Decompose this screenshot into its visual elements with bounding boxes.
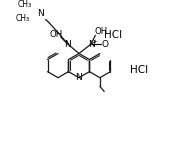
Text: OH: OH [50,30,63,39]
Text: N: N [88,39,94,49]
Text: HCl: HCl [104,30,123,40]
Text: ·: · [92,38,96,51]
Text: +: + [92,39,97,44]
Text: N: N [64,39,71,49]
Text: N: N [37,9,44,18]
Text: N: N [76,73,82,82]
Text: O: O [101,39,108,49]
Text: HCl: HCl [130,65,148,75]
Text: CH₃: CH₃ [18,0,32,9]
Text: OH: OH [95,27,108,36]
Text: CH₃: CH₃ [16,14,30,23]
